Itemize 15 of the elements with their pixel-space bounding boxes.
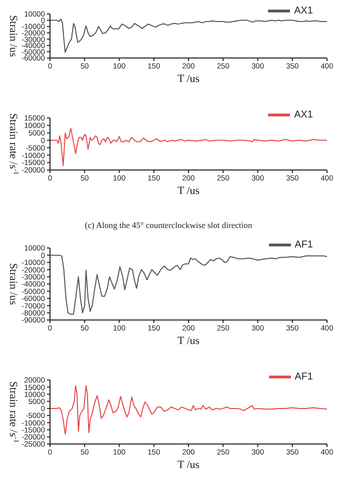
x-axis-title: T /us xyxy=(177,185,200,197)
legend-label: AX1 xyxy=(294,6,313,17)
chart-title: (c) Along the 45° counterclockwise slot direction xyxy=(84,219,254,232)
line-series xyxy=(50,18,327,53)
legend-label: AX1 xyxy=(294,110,313,121)
y-axis-title: Strain /us xyxy=(7,263,19,305)
line-series xyxy=(50,128,327,166)
y-axis-title: Strain /us xyxy=(7,15,19,57)
x-axis-title: T /us xyxy=(177,335,200,347)
line-series xyxy=(50,385,327,435)
legend-label: AF1 xyxy=(294,240,313,251)
legend-label: AF1 xyxy=(294,372,313,383)
line-series xyxy=(50,254,327,315)
x-axis-title: T /us xyxy=(177,73,200,85)
x-axis-title: T /us xyxy=(177,459,200,471)
